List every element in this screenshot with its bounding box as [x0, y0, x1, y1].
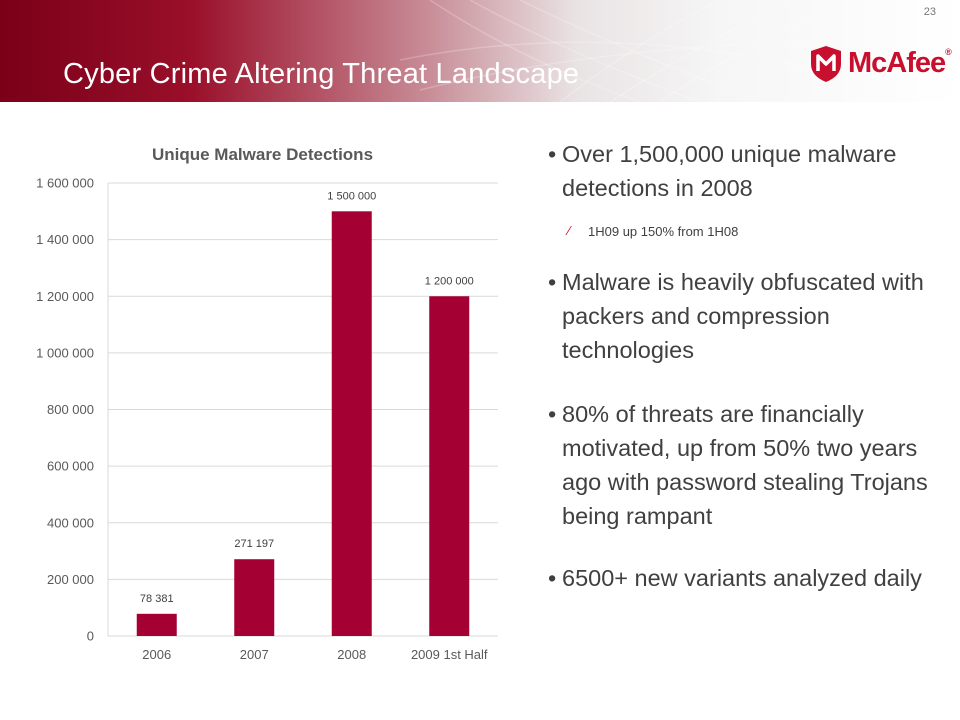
x-tick-label: 2006	[142, 647, 171, 662]
bullet-item: • Malware is heavily obfuscated with pack…	[548, 265, 953, 367]
brand-wordmark: McAfee®	[848, 47, 952, 79]
y-tick-label: 0	[87, 629, 94, 644]
bar	[136, 613, 177, 636]
bullet-marker: •	[548, 141, 557, 167]
bar-chart: 0 200 000 400 000 600 000 800 000 1 000 000 1 …	[36, 176, 498, 662]
bar	[331, 211, 372, 636]
bar	[429, 296, 470, 636]
banner-decoration	[399, 0, 901, 102]
data-label: 1 500 000	[327, 190, 376, 202]
bullet-list: • Over 1,500,000 unique malware detection…	[548, 137, 953, 595]
bullet-marker: •	[548, 565, 557, 591]
bullet-item: • 6500+ new variants analyzed daily	[548, 561, 953, 595]
sub-bullet-marker: ⁄	[568, 223, 571, 238]
bullet-text: 6500+ new variants analyzed daily	[562, 565, 922, 591]
bullet-text: Malware is heavily obfuscated with packe…	[562, 269, 924, 363]
sub-bullet-text: 1H09 up 150% from 1H08	[588, 224, 739, 239]
x-tick-label: 2007	[240, 647, 269, 662]
data-label: 1 200 000	[425, 275, 474, 287]
y-tick-label: 600 000	[47, 459, 94, 474]
bullet-marker: •	[548, 401, 557, 427]
slide-title: Cyber Crime Altering Threat Landscape	[63, 58, 580, 90]
data-label: 78 381	[140, 593, 174, 605]
bullet-text: 80% of threats are financially motivated…	[562, 401, 928, 529]
mcafee-logo: McAfee®	[808, 44, 952, 90]
y-tick-label: 1 000 000	[36, 345, 94, 360]
title-banner	[0, 0, 960, 102]
shield-icon	[811, 46, 841, 82]
data-label: 271 197	[234, 538, 274, 550]
y-tick-label: 1 200 000	[36, 289, 94, 304]
y-tick-label: 1 600 000	[36, 176, 94, 191]
bullet-item: • Over 1,500,000 unique malware detection…	[548, 137, 953, 205]
slide-number: 23	[923, 6, 936, 18]
sub-bullet-item: ⁄ 1H09 up 150% from 1H08	[548, 223, 953, 239]
bar	[234, 559, 275, 636]
y-tick-label: 800 000	[47, 402, 94, 417]
y-tick-label: 200 000	[47, 572, 94, 587]
bullet-marker: •	[548, 269, 557, 295]
y-tick-label: 400 000	[47, 515, 94, 530]
bullet-text: Over 1,500,000 unique malware detections…	[562, 141, 897, 201]
brand-name: McAfee	[848, 47, 946, 79]
chart-title: Unique Malware Detections	[151, 145, 374, 164]
x-tick-label: 2008	[337, 647, 366, 662]
bullet-item: • 80% of threats are financially motivate…	[548, 397, 953, 533]
y-tick-label: 1 400 000	[36, 232, 94, 247]
x-tick-label: 2009 1st Half	[411, 647, 488, 662]
